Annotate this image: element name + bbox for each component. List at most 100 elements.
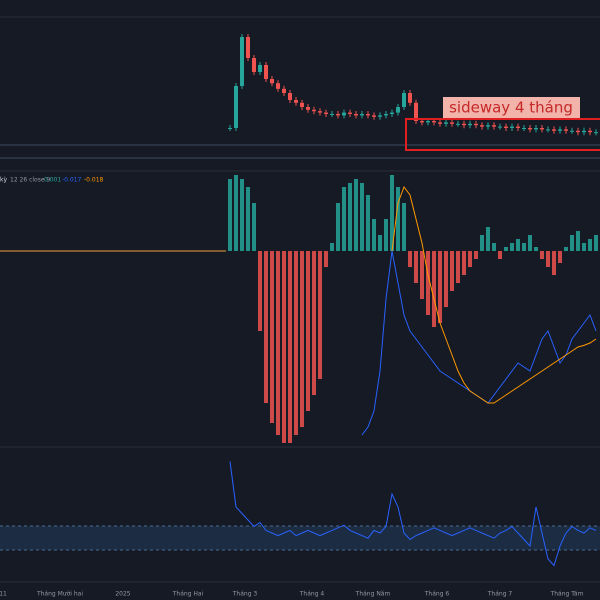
histogram-bar — [492, 243, 496, 251]
histogram-bar — [276, 251, 280, 435]
candle — [552, 129, 556, 131]
candle — [270, 79, 274, 84]
histogram-bar — [288, 251, 292, 443]
indicator-value: 0.001 — [44, 177, 61, 184]
histogram-bar — [540, 251, 544, 259]
candle — [558, 129, 562, 131]
candle — [438, 122, 442, 124]
candle — [534, 128, 538, 130]
histogram-bar — [588, 239, 592, 251]
candle — [336, 114, 340, 116]
histogram-bar — [474, 251, 478, 259]
candle — [330, 114, 334, 115]
histogram-bar — [282, 251, 286, 443]
histogram-bar — [564, 247, 568, 251]
histogram-bar — [312, 251, 316, 395]
candle — [468, 123, 472, 126]
histogram-bar — [516, 239, 520, 251]
histogram-bar — [270, 251, 274, 423]
time-label: Tháng 7 — [487, 591, 513, 598]
candle — [228, 128, 232, 129]
candle — [414, 102, 418, 121]
histogram-bar — [252, 203, 256, 251]
oscillator-band — [0, 526, 600, 550]
histogram-bar — [402, 203, 406, 251]
time-label: Tháng Mười hai — [36, 591, 83, 598]
histogram-bar — [426, 251, 430, 315]
time-label: 11 — [0, 591, 7, 598]
histogram-bar — [534, 247, 538, 251]
candle — [396, 107, 400, 113]
candle — [492, 125, 496, 127]
indicator-value: -0.018 — [84, 177, 104, 184]
time-label: Tháng Năm — [355, 591, 391, 598]
candle — [582, 130, 586, 133]
candle — [570, 130, 574, 132]
candle — [522, 128, 526, 129]
candle — [258, 65, 262, 72]
indicator-name: kỳ — [0, 177, 7, 184]
histogram-bar — [594, 235, 598, 251]
histogram-bar — [522, 243, 526, 251]
candle — [288, 93, 292, 100]
histogram-bar — [372, 219, 376, 251]
histogram-bar — [528, 235, 532, 251]
candle — [246, 37, 250, 58]
time-label: Tháng 6 — [424, 591, 450, 598]
candle — [588, 130, 592, 133]
histogram-bar — [360, 183, 364, 251]
histogram-bar — [438, 251, 442, 323]
candle — [528, 128, 532, 130]
histogram-bar — [258, 251, 262, 331]
candle — [510, 126, 514, 128]
time-label: Tháng 4 — [299, 591, 325, 598]
histogram-bar — [300, 251, 304, 427]
candle — [576, 130, 580, 133]
histogram-bar — [462, 251, 466, 275]
candle — [312, 109, 316, 112]
candle — [498, 126, 502, 128]
histogram-bar — [384, 219, 388, 251]
histogram-bar — [432, 251, 436, 327]
histogram-bar — [468, 251, 472, 267]
histogram-bar — [570, 235, 574, 251]
candle — [594, 132, 598, 134]
candle — [402, 93, 406, 107]
histogram-bar — [408, 251, 412, 267]
candle — [462, 123, 466, 126]
candle — [486, 125, 490, 127]
histogram-bar — [498, 251, 502, 259]
histogram-bar — [480, 235, 484, 251]
candle — [360, 114, 364, 116]
candle — [564, 129, 568, 131]
histogram-bar — [336, 203, 340, 251]
time-label: Tháng Tám — [550, 591, 584, 598]
candle — [300, 102, 304, 107]
histogram-bar — [228, 179, 232, 251]
candle — [444, 122, 448, 124]
candle — [408, 93, 412, 103]
candle — [384, 114, 388, 116]
histogram-bar — [366, 195, 370, 251]
candle — [324, 112, 328, 114]
annotation-box — [405, 118, 600, 151]
histogram-bar — [558, 251, 562, 263]
histogram-bar — [486, 227, 490, 251]
histogram-bar — [456, 251, 460, 283]
candle — [342, 112, 346, 116]
candle — [378, 115, 382, 117]
time-label: Tháng 3 — [232, 591, 258, 598]
histogram-bar — [390, 175, 394, 251]
histogram-bar — [582, 243, 586, 251]
candle — [426, 121, 430, 123]
macd-pane — [228, 175, 598, 443]
candle — [306, 107, 310, 110]
candle — [480, 125, 484, 127]
candle — [540, 128, 544, 130]
histogram-bar — [324, 251, 328, 267]
histogram-bar — [444, 251, 448, 307]
candle — [420, 121, 424, 123]
candle — [234, 86, 238, 128]
histogram-bar — [576, 231, 580, 251]
